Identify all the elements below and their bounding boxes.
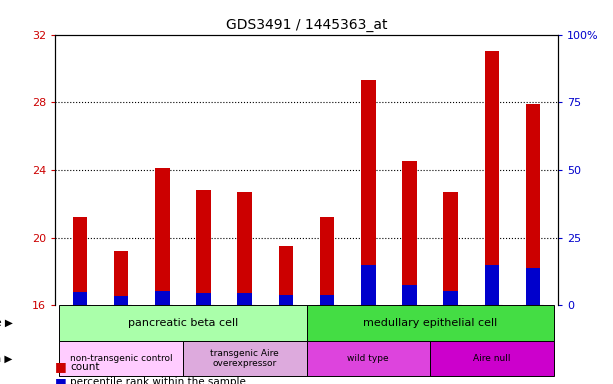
Bar (443, 192, 458, 305)
Text: wild type: wild type (348, 354, 389, 363)
Bar (196, 293, 211, 305)
Bar (183, 341, 306, 376)
Bar (402, 161, 417, 305)
Bar (320, 217, 334, 305)
Bar (485, 265, 499, 305)
Text: transgenic Aire
overexpressor: transgenic Aire overexpressor (210, 349, 279, 368)
Bar (155, 291, 170, 305)
Text: count: count (70, 362, 100, 372)
Bar (402, 285, 417, 305)
Bar (73, 292, 87, 305)
Bar (59, 305, 306, 341)
Bar (237, 293, 252, 305)
Bar (361, 80, 376, 305)
Bar (59, 341, 183, 376)
Text: non-transgenic control: non-transgenic control (70, 354, 172, 363)
Text: pancreatic beta cell: pancreatic beta cell (128, 318, 238, 328)
Bar (279, 295, 293, 305)
Bar (526, 104, 540, 305)
Bar (114, 251, 128, 305)
Bar (485, 51, 499, 305)
Text: ■: ■ (55, 376, 67, 384)
Bar (279, 246, 293, 305)
Text: cell type ▶: cell type ▶ (0, 318, 12, 328)
Bar (306, 341, 430, 376)
Bar (443, 291, 458, 305)
Title: GDS3491 / 1445363_at: GDS3491 / 1445363_at (226, 18, 387, 32)
Bar (320, 295, 334, 305)
Bar (526, 268, 540, 305)
Text: medullary epithelial cell: medullary epithelial cell (363, 318, 497, 328)
Bar (73, 217, 87, 305)
Text: ■: ■ (55, 360, 67, 373)
Bar (306, 305, 554, 341)
Bar (155, 168, 170, 305)
Bar (361, 265, 376, 305)
Text: Aire null: Aire null (473, 354, 511, 363)
Bar (196, 190, 211, 305)
Text: percentile rank within the sample: percentile rank within the sample (70, 377, 246, 384)
Text: genotype/variation ▶: genotype/variation ▶ (0, 354, 12, 364)
Bar (114, 296, 128, 305)
Bar (430, 341, 554, 376)
Bar (237, 192, 252, 305)
